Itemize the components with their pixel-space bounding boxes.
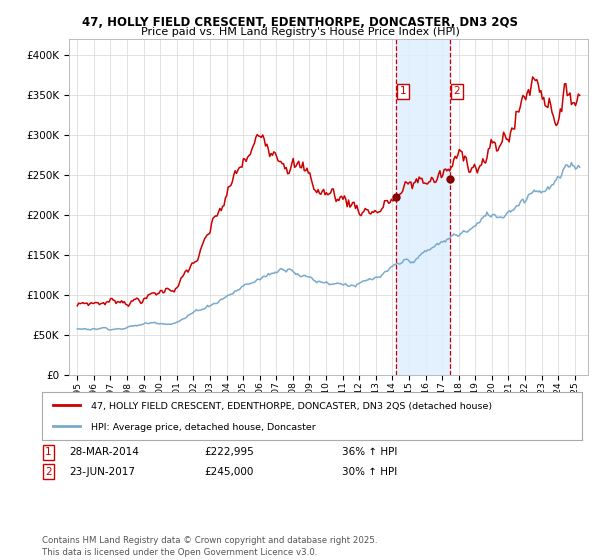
- Text: 23-JUN-2017: 23-JUN-2017: [69, 466, 135, 477]
- Text: HPI: Average price, detached house, Doncaster: HPI: Average price, detached house, Donc…: [91, 423, 316, 432]
- Text: Contains HM Land Registry data © Crown copyright and database right 2025.
This d: Contains HM Land Registry data © Crown c…: [42, 536, 377, 557]
- Text: Price paid vs. HM Land Registry's House Price Index (HPI): Price paid vs. HM Land Registry's House …: [140, 27, 460, 37]
- Text: 1: 1: [400, 86, 406, 96]
- Text: 36% ↑ HPI: 36% ↑ HPI: [342, 447, 397, 458]
- Text: £245,000: £245,000: [204, 466, 253, 477]
- Text: 28-MAR-2014: 28-MAR-2014: [69, 447, 139, 458]
- Text: £222,995: £222,995: [204, 447, 254, 458]
- Text: 47, HOLLY FIELD CRESCENT, EDENTHORPE, DONCASTER, DN3 2QS: 47, HOLLY FIELD CRESCENT, EDENTHORPE, DO…: [82, 16, 518, 29]
- Text: 30% ↑ HPI: 30% ↑ HPI: [342, 466, 397, 477]
- Text: 2: 2: [454, 86, 460, 96]
- Text: 2: 2: [45, 466, 52, 477]
- Text: 1: 1: [45, 447, 52, 458]
- Text: 47, HOLLY FIELD CRESCENT, EDENTHORPE, DONCASTER, DN3 2QS (detached house): 47, HOLLY FIELD CRESCENT, EDENTHORPE, DO…: [91, 402, 492, 411]
- Bar: [397, 39, 450, 375]
